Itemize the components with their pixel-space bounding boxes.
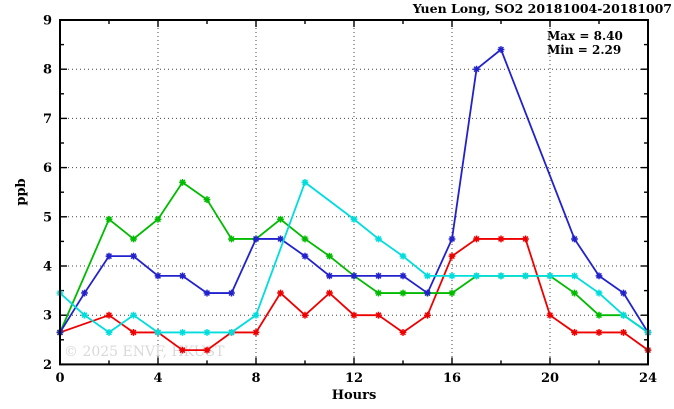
y-tick-label: 3: [43, 309, 52, 324]
y-tick-label: 7: [43, 112, 52, 127]
min-value-label: Min = 2.29: [547, 43, 621, 57]
series-red: [56, 235, 652, 354]
max-value-label: Max = 8.40: [547, 29, 623, 43]
y-tick-label: 6: [43, 161, 52, 176]
chart-title: Yuen Long, SO2 20181004-20181007: [412, 1, 672, 16]
series-blue-line: [59, 48, 649, 333]
series-green-line: [59, 181, 649, 334]
x-tick-label: 0: [55, 371, 64, 386]
grid-lines: [60, 20, 648, 365]
y-tick-label: 8: [43, 63, 52, 78]
x-tick-label: 12: [345, 371, 363, 386]
series-red-markers: [56, 235, 652, 354]
x-tick-label: 4: [153, 371, 162, 386]
y-tick-label: 5: [43, 210, 52, 225]
x-tick-label: 16: [443, 371, 461, 386]
x-tick-label: 8: [251, 371, 260, 386]
tick-labels: 0 4 8 12 16 20 24 2 3 4 5 6 7 8 9: [43, 14, 657, 387]
plot-frame: [59, 19, 649, 366]
y-axis-label: ppb: [14, 178, 29, 205]
series-red-line: [59, 238, 649, 352]
x-axis-label: Hours: [332, 388, 377, 403]
x-tick-label: 24: [639, 371, 657, 386]
y-tick-label: 4: [43, 260, 52, 275]
series-cyan: [56, 178, 652, 336]
y-tick-label: 9: [43, 14, 52, 29]
y-tick-label: 2: [43, 358, 52, 373]
watermark: © 2025 ENVF, HKUST: [64, 344, 225, 360]
x-tick-label: 20: [541, 371, 559, 386]
